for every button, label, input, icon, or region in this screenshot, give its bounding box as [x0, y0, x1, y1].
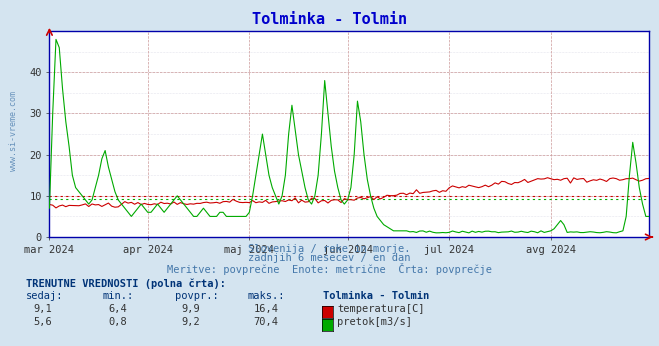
Text: 9,1: 9,1: [33, 304, 51, 314]
Text: 16,4: 16,4: [254, 304, 279, 314]
Text: temperatura[C]: temperatura[C]: [337, 304, 425, 314]
Text: www.si-vreme.com: www.si-vreme.com: [9, 91, 18, 172]
Text: min.:: min.:: [102, 291, 133, 301]
Text: Slovenija / reke in morje.: Slovenija / reke in morje.: [248, 244, 411, 254]
Text: pretok[m3/s]: pretok[m3/s]: [337, 317, 413, 327]
Text: 5,6: 5,6: [33, 317, 51, 327]
Text: 9,2: 9,2: [181, 317, 200, 327]
Text: Meritve: povprečne  Enote: metrične  Črta: povprečje: Meritve: povprečne Enote: metrične Črta:…: [167, 263, 492, 275]
Text: povpr.:: povpr.:: [175, 291, 218, 301]
Text: Tolminka - Tolmin: Tolminka - Tolmin: [252, 12, 407, 27]
Text: 0,8: 0,8: [109, 317, 127, 327]
Text: 6,4: 6,4: [109, 304, 127, 314]
Text: sedaj:: sedaj:: [26, 291, 64, 301]
Text: TRENUTNE VREDNOSTI (polna črta):: TRENUTNE VREDNOSTI (polna črta):: [26, 279, 226, 289]
Text: 9,9: 9,9: [181, 304, 200, 314]
Text: 70,4: 70,4: [254, 317, 279, 327]
Text: Tolminka - Tolmin: Tolminka - Tolmin: [323, 291, 429, 301]
Text: maks.:: maks.:: [247, 291, 285, 301]
Text: zadnjih 6 mesecev / en dan: zadnjih 6 mesecev / en dan: [248, 253, 411, 263]
